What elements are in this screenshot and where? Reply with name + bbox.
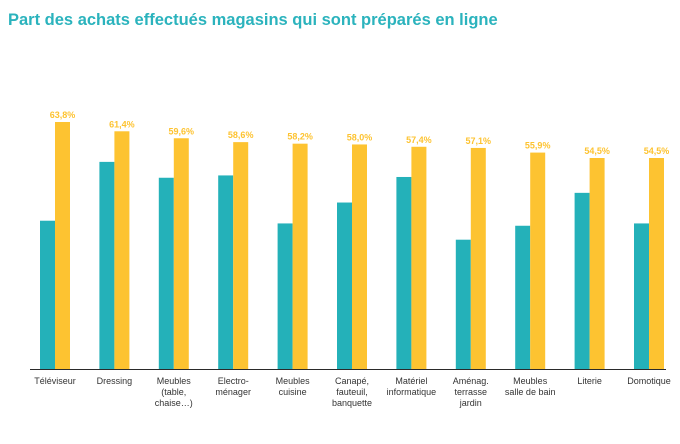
category-label: Matériel (395, 376, 427, 386)
category-label: cuisine (279, 387, 307, 397)
bar-series-2 (530, 152, 546, 369)
bar-series-1 (574, 192, 590, 369)
category-label: Meubles (276, 376, 311, 386)
bar-series-2 (411, 146, 427, 369)
category-label: chaise…) (155, 398, 193, 408)
bar-series-1 (634, 223, 649, 369)
chart-title: Part des achats effectués magasins qui s… (8, 11, 498, 29)
data-label: 55,9% (525, 141, 551, 151)
bar-series-1 (99, 161, 115, 369)
category-label: Dressing (97, 376, 133, 386)
category-label: salle de bain (505, 387, 556, 397)
data-label: 57,1% (466, 136, 492, 146)
bar-series-1 (40, 220, 55, 369)
bar-series-2 (589, 158, 605, 369)
data-label: 59,6% (169, 126, 195, 136)
data-label: 54,5% (584, 146, 610, 156)
data-label: 61,4% (109, 119, 135, 129)
data-label: 57,4% (406, 135, 432, 145)
data-label: 54,5% (644, 146, 670, 156)
bar-series-1 (396, 176, 412, 369)
bar-series-1 (515, 225, 531, 369)
data-label: 63,8% (50, 110, 76, 120)
bar-series-1 (455, 239, 471, 369)
category-label: Electro- (218, 376, 249, 386)
bar-series-1 (218, 175, 234, 369)
category-label: (table, (161, 387, 186, 397)
bar-series-2 (649, 158, 664, 369)
bar-series-1 (277, 223, 293, 369)
bar-series-2 (352, 144, 367, 369)
category-label: fauteuil, (336, 387, 368, 397)
category-label: ménager (215, 387, 251, 397)
category-label: Domotique (627, 376, 671, 386)
data-label: 58,6% (228, 130, 254, 140)
category-label: Literie (577, 376, 602, 386)
category-label: terrasse (455, 387, 488, 397)
data-label: 58,2% (287, 132, 313, 142)
bar-series-2 (233, 142, 249, 369)
category-label: Téléviseur (34, 376, 76, 386)
category-label: Meubles (513, 376, 548, 386)
bar-series-1 (158, 177, 174, 369)
data-label: 58,0% (347, 132, 373, 142)
bar-series-2 (55, 122, 70, 369)
bar-series-2 (470, 147, 486, 369)
category-label: Aménag. (453, 376, 489, 386)
category-label: informatique (387, 387, 437, 397)
bar-series-2 (173, 138, 189, 369)
category-label: Canapé, (335, 376, 369, 386)
category-label: banquette (332, 398, 372, 408)
category-label: Meubles (157, 376, 192, 386)
bar-series-2 (292, 143, 308, 369)
category-label: jardin (459, 398, 482, 408)
bar-series-2 (114, 131, 130, 369)
bar-series-1 (337, 202, 352, 369)
